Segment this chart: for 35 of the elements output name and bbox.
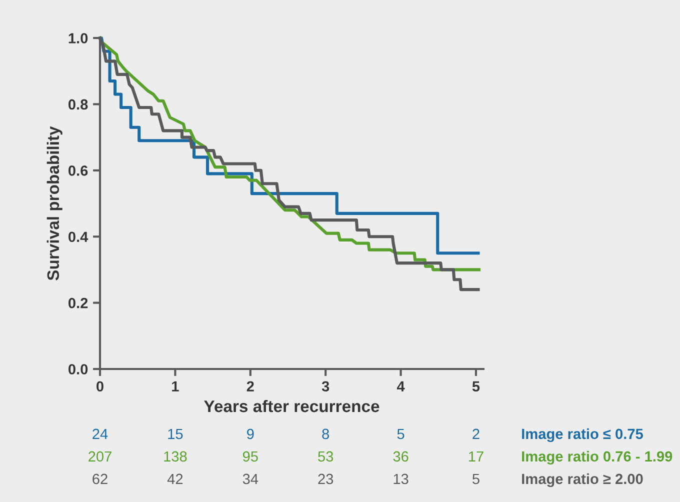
x-tick-label: 5 — [472, 381, 480, 392]
text: 5 — [472, 474, 480, 484]
x-tick-label: 1 — [172, 381, 179, 392]
y-tick-label: 0.0 — [68, 364, 88, 374]
y-axis-title: Survival probability — [46, 126, 62, 280]
text: 42 — [167, 474, 183, 484]
text: 53 — [318, 451, 334, 462]
text: 13 — [394, 474, 408, 484]
text: 24 — [92, 428, 108, 439]
text: 17 — [468, 451, 484, 462]
text: Image ratio 0.76 - 1.99 — [522, 450, 672, 465]
text: 8 — [322, 428, 330, 440]
text: 15 — [168, 428, 183, 440]
text: 36 — [393, 451, 408, 462]
x-tick-label: 0 — [96, 381, 104, 392]
text: 23 — [318, 474, 334, 484]
text: 207 — [88, 451, 112, 462]
text: 5 — [397, 428, 404, 440]
text: 138 — [164, 451, 187, 462]
x-axis-title: Years after recurrence — [204, 400, 380, 412]
y-tick-label: 1.0 — [68, 33, 88, 44]
x-tick-label: 2 — [246, 381, 254, 392]
y-tick-label: 0.2 — [68, 298, 88, 308]
text: 34 — [242, 474, 258, 484]
text: 9 — [247, 428, 254, 440]
x-tick-label: 4 — [396, 381, 405, 392]
text: 62 — [92, 474, 108, 484]
y-tick-label: 0.4 — [68, 232, 88, 242]
x-tick-label: 3 — [322, 381, 330, 392]
text: 95 — [242, 451, 258, 462]
text: Image ratio ≤ 0.75 — [522, 428, 643, 442]
y-tick-label: 0.8 — [68, 99, 88, 110]
y-tick-label: 0.6 — [68, 166, 88, 176]
text: Image ratio ≥ 2.00 — [522, 473, 643, 488]
text: 2 — [472, 428, 480, 439]
